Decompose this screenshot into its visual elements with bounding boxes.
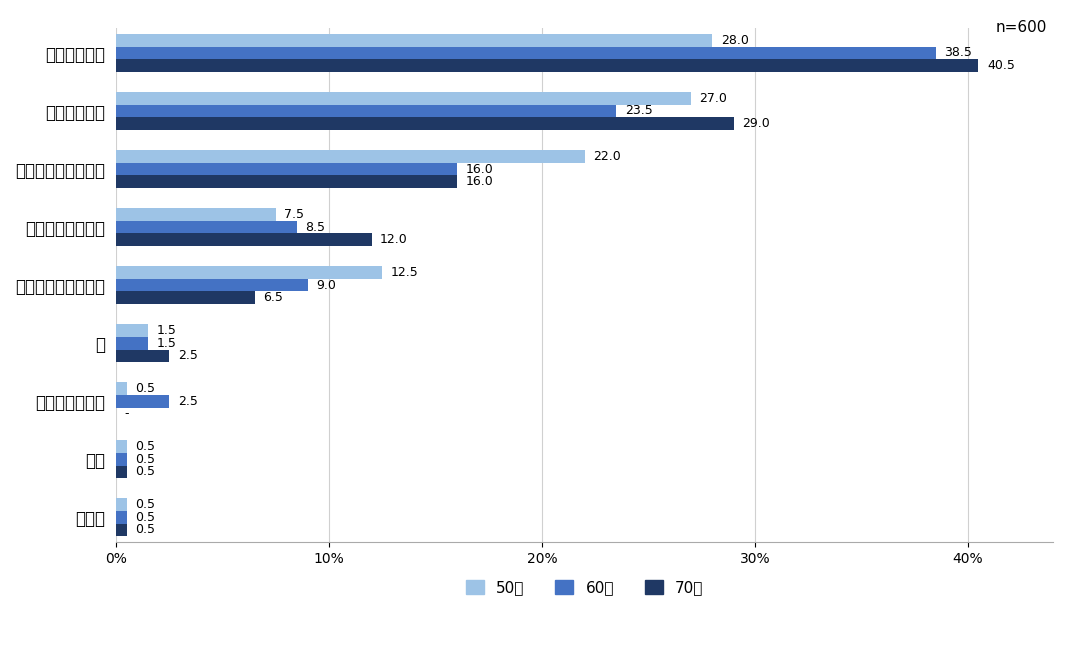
Text: 2.5: 2.5	[178, 350, 198, 362]
Text: 0.5: 0.5	[136, 453, 155, 466]
Bar	[116, 92, 691, 105]
Bar	[116, 465, 127, 478]
Text: 0.5: 0.5	[136, 524, 155, 536]
Bar	[116, 234, 372, 246]
Text: 23.5: 23.5	[625, 105, 653, 117]
Bar	[116, 208, 276, 220]
Bar	[116, 34, 712, 46]
Text: 12.5: 12.5	[391, 266, 419, 279]
Text: -: -	[125, 407, 129, 420]
Text: 0.5: 0.5	[136, 382, 155, 395]
Text: 0.5: 0.5	[136, 440, 155, 453]
Text: 28.0: 28.0	[721, 34, 749, 47]
Bar	[116, 150, 584, 163]
Text: 16.0: 16.0	[466, 163, 493, 175]
Text: n=600: n=600	[995, 20, 1047, 35]
Legend: 50代, 60代, 70代: 50代, 60代, 70代	[459, 574, 709, 601]
Text: 7.5: 7.5	[284, 208, 304, 221]
Text: 16.0: 16.0	[466, 175, 493, 188]
Bar	[116, 324, 148, 337]
Bar	[116, 440, 127, 453]
Text: 6.5: 6.5	[263, 291, 283, 305]
Text: 22.0: 22.0	[593, 150, 621, 163]
Bar	[116, 175, 457, 188]
Bar	[116, 105, 616, 117]
Text: 1.5: 1.5	[157, 324, 176, 337]
Text: 0.5: 0.5	[136, 511, 155, 524]
Bar	[116, 337, 148, 350]
Bar	[116, 46, 936, 60]
Bar	[116, 511, 127, 524]
Text: 0.5: 0.5	[136, 465, 155, 479]
Bar	[116, 266, 382, 279]
Bar	[116, 382, 127, 395]
Text: 8.5: 8.5	[305, 220, 326, 234]
Bar	[116, 163, 457, 175]
Bar	[116, 350, 170, 362]
Bar	[116, 291, 254, 304]
Bar	[116, 395, 170, 408]
Text: 1.5: 1.5	[157, 337, 176, 350]
Bar	[116, 60, 978, 72]
Bar	[116, 279, 308, 291]
Bar	[116, 498, 127, 511]
Bar	[116, 524, 127, 536]
Text: 29.0: 29.0	[742, 117, 770, 130]
Bar	[116, 220, 297, 234]
Text: 38.5: 38.5	[944, 46, 972, 60]
Text: 0.5: 0.5	[136, 498, 155, 511]
Text: 27.0: 27.0	[700, 92, 727, 105]
Bar	[116, 117, 734, 130]
Text: 9.0: 9.0	[316, 279, 336, 292]
Bar	[116, 453, 127, 465]
Text: 2.5: 2.5	[178, 395, 198, 408]
Text: 40.5: 40.5	[987, 59, 1015, 72]
Text: 12.0: 12.0	[380, 233, 408, 246]
